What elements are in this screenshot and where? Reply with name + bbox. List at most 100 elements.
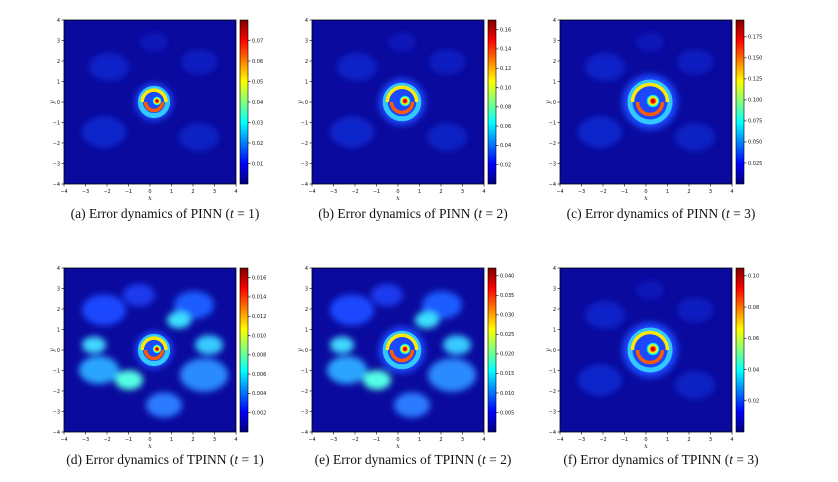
x-tick-label: −1 (621, 437, 628, 443)
y-tick-label: −3 (53, 161, 60, 167)
x-tick-label: 3 (461, 437, 464, 443)
field-blob (422, 291, 462, 319)
field-blob (677, 297, 713, 323)
field-blob (427, 123, 467, 151)
x-axis-label: x (148, 195, 152, 202)
x-tick-label: 2 (439, 189, 442, 195)
spiral-core (398, 342, 412, 356)
field-blob (146, 392, 182, 418)
field-blob (677, 49, 713, 75)
x-tick-label: −2 (351, 189, 358, 195)
y-tick-label: −1 (53, 120, 60, 126)
field-blob (578, 364, 622, 396)
spiral-arm-orange (389, 349, 415, 363)
y-tick-label: −1 (549, 368, 556, 374)
heatmap-chart-b: −4 −3 −2 −1 0 1 2 3 4 4 3 2 1 0 −1 −2 −3 −4 x y 0.02 0.04 0.06… (297, 18, 511, 202)
y-tick-label: −2 (549, 141, 556, 147)
y-tick-label: 2 (57, 59, 60, 65)
y-tick-label: 2 (305, 307, 308, 313)
y-tick-label: 1 (57, 79, 60, 85)
colorbar-tick-label: 0.12 (500, 66, 511, 72)
x-axis-label: x (644, 195, 648, 202)
y-tick-label: 2 (553, 307, 556, 313)
field-blob (115, 370, 143, 390)
y-tick-label: −4 (549, 182, 556, 188)
x-tick-label: −3 (578, 437, 585, 443)
caption-a: (a) Error dynamics of PINN (t = 1) (30, 206, 300, 222)
field-blob (82, 116, 126, 148)
colorbar (239, 267, 249, 433)
y-tick-label: −3 (549, 409, 556, 415)
field-blob (415, 311, 439, 329)
colorbar-tick-label: 0.08 (500, 105, 511, 111)
colorbar (239, 19, 249, 185)
colorbar-tick-label: 0.016 (252, 275, 266, 281)
field-blob (636, 280, 664, 300)
field-blob (123, 283, 155, 307)
y-tick-label: −3 (53, 409, 60, 415)
colorbar-tick-label: 0.06 (748, 336, 759, 342)
caption-f-prefix: (f) Error dynamics of TPINN ( (563, 452, 730, 467)
colorbar-tick-label: 0.125 (748, 77, 762, 83)
caption-d-prefix: (d) Error dynamics of TPINN ( (66, 452, 235, 467)
panel-c: −4 −3 −2 −1 0 1 2 3 4 4 3 2 1 0 −1 −2 −3 −4 x y 0.025 0.050 0.… (538, 14, 798, 234)
y-tick-label: 2 (553, 59, 556, 65)
x-tick-label: 4 (730, 437, 733, 443)
y-tick-label: 4 (57, 18, 60, 24)
y-tick-label: 1 (57, 327, 60, 333)
caption-c-prefix: (c) Error dynamics of PINN ( (566, 206, 726, 221)
colorbar-tick-label: 0.004 (252, 391, 266, 397)
x-tick-label: 2 (687, 189, 690, 195)
caption-e-suffix: = 2) (485, 452, 512, 467)
colorbar-tick-label: 0.050 (748, 140, 762, 146)
x-tick-label: 4 (234, 437, 237, 443)
colorbar-tick-label: 0.005 (500, 410, 514, 416)
colorbar-tick-label: 0.075 (748, 119, 762, 125)
spiral-arm-yellow (385, 333, 419, 351)
y-tick-label: −3 (301, 409, 308, 415)
colorbar-tick-label: 0.025 (748, 161, 762, 167)
colorbar-tick-label: 0.015 (500, 371, 514, 377)
colorbar-tick-label: 0.025 (500, 332, 514, 338)
spiral-arm-yellow (385, 85, 419, 103)
colorbar-tick-label: 0.16 (500, 27, 511, 33)
y-tick-label: 2 (57, 307, 60, 313)
colorbar-tick-label: 0.05 (252, 79, 263, 85)
y-tick-label: −1 (53, 368, 60, 374)
spiral-arm-orange (389, 101, 415, 115)
spiral-arm-orange (143, 101, 165, 113)
field-blob (82, 294, 126, 326)
x-tick-label: 0 (644, 437, 647, 443)
field-blob (180, 358, 228, 392)
caption-d: (d) Error dynamics of TPINN (t = 1) (30, 452, 300, 468)
colorbar-tick-label: 0.006 (252, 372, 266, 378)
spiral-arm-yellow (630, 330, 670, 351)
caption-c-var: t (725, 206, 730, 221)
x-tick-label: 3 (213, 189, 216, 195)
spiral-core (151, 95, 163, 107)
spiral-arm-yellow (630, 82, 670, 103)
y-axis-label: y (297, 348, 304, 353)
field-blob (167, 311, 191, 329)
field-blob (675, 123, 715, 151)
colorbar-tick-label: 0.08 (748, 305, 759, 311)
x-tick-label: 4 (482, 437, 485, 443)
colorbar-tick-label: 0.04 (252, 100, 263, 106)
x-tick-label: −4 (556, 437, 563, 443)
field-blob (140, 32, 168, 52)
field-blob (181, 49, 217, 75)
field-blob (429, 49, 465, 75)
y-tick-label: 3 (57, 38, 60, 44)
y-tick-label: −4 (301, 182, 308, 188)
x-tick-label: −2 (103, 437, 110, 443)
y-tick-label: 3 (305, 286, 308, 292)
x-tick-label: −1 (373, 189, 380, 195)
x-tick-label: −3 (82, 437, 89, 443)
colorbar-tick-label: 0.14 (500, 47, 511, 53)
x-axis-label: x (644, 443, 648, 450)
y-tick-label: 0 (305, 100, 308, 106)
spiral-arm-orange (635, 349, 665, 365)
y-tick-label: 3 (57, 286, 60, 292)
x-tick-label: 2 (191, 189, 194, 195)
y-tick-label: 2 (305, 59, 308, 65)
